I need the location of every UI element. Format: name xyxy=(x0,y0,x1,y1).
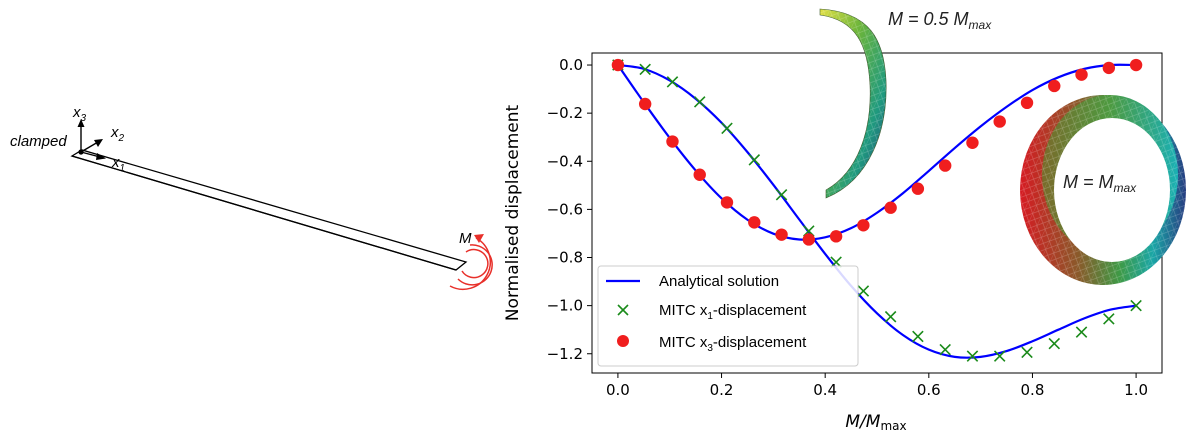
x1-marker xyxy=(721,122,733,135)
x3-marker xyxy=(1129,58,1143,72)
x1-marker xyxy=(884,310,897,323)
x1-marker xyxy=(1075,326,1088,338)
y-tick-label: −1.0 xyxy=(547,297,583,315)
x3-marker xyxy=(802,233,816,246)
x1-marker xyxy=(1103,313,1115,325)
x1-marker xyxy=(666,76,679,88)
y-tick-label: −1.2 xyxy=(547,345,583,363)
x1-marker xyxy=(639,63,651,76)
x1-marker xyxy=(1021,346,1033,359)
x3-marker xyxy=(829,230,843,243)
x3-arrowhead xyxy=(77,119,85,127)
x-tick-label: 0.6 xyxy=(917,381,941,399)
x3-marker xyxy=(1075,68,1088,81)
displacement-chart: 0.0 0.2 0.4 0.6 0.8 1.0 0.0 −0.2 −0.4 −0.6 −0.8 −1.… xyxy=(503,8,1186,433)
inset-half-moment: M = 0.5 Mmax xyxy=(819,8,992,199)
inset-full-moment: M = Mmax xyxy=(1020,95,1186,285)
legend-x1: MITC x1-displacement xyxy=(659,302,807,322)
y-tick-label: −0.8 xyxy=(547,249,583,267)
x1-marker xyxy=(939,343,951,356)
x3-marker xyxy=(1020,96,1034,110)
x2-axis-arrow xyxy=(80,141,99,153)
x1-marker xyxy=(748,154,761,166)
x3-marker xyxy=(693,168,706,181)
x3-marker xyxy=(666,135,679,148)
x3-marker xyxy=(611,58,625,72)
x-tick-label: 0.2 xyxy=(710,381,734,399)
beam xyxy=(70,149,468,271)
x3-marker xyxy=(993,115,1006,128)
full-moment-label: M = Mmax xyxy=(1063,172,1137,195)
full-ring-opening xyxy=(1054,118,1170,262)
half-moment-label: M = 0.5 Mmax xyxy=(888,9,992,32)
x1-marker xyxy=(857,285,870,297)
y-axis-label: Normalised displacement xyxy=(503,105,523,322)
x3-marker xyxy=(857,219,870,232)
moment-arrowhead xyxy=(474,234,484,243)
legend-box xyxy=(597,265,859,367)
y-tick-label: 0.0 xyxy=(559,56,583,74)
x2-label: x2 xyxy=(110,124,125,144)
x1-marker xyxy=(1130,299,1142,312)
legend-dot-marker xyxy=(617,335,629,347)
beam-diagram: x3 x2 x1 clamped M xyxy=(10,104,493,291)
x3-marker xyxy=(638,97,652,111)
x1-marker xyxy=(1048,337,1061,350)
x-tick-label: 1.0 xyxy=(1124,381,1148,399)
x3-marker xyxy=(1102,61,1116,75)
x3-marker xyxy=(938,159,952,172)
x3-marker xyxy=(884,201,897,214)
x3-marker xyxy=(1048,79,1061,93)
moment-label: M xyxy=(459,230,472,247)
x3-marker xyxy=(966,136,979,149)
x3-marker xyxy=(748,216,761,229)
x1-arrowhead xyxy=(96,153,106,160)
x1-marker xyxy=(775,188,788,201)
x1-label: x1 xyxy=(111,154,125,174)
x2-arrowhead xyxy=(94,139,103,147)
legend: Analytical solution MITC x1-displacement… xyxy=(597,265,859,367)
x-tick-label: 0.0 xyxy=(606,381,630,399)
x-axis-label: M/Mmax xyxy=(845,412,906,433)
legend-x3: MITC x3-displacement xyxy=(659,334,807,354)
y-tick-label: −0.4 xyxy=(547,152,583,170)
clamped-label: clamped xyxy=(10,133,67,150)
moment-symbol xyxy=(449,237,493,291)
y-tick-label: −0.6 xyxy=(547,200,583,218)
x-tick-label: 0.4 xyxy=(813,381,837,399)
legend-analytical: Analytical solution xyxy=(659,273,779,290)
axis-ticks: 0.0 0.2 0.4 0.6 0.8 1.0 0.0 −0.2 −0.4 −0.6 −0.8 −1.… xyxy=(547,56,1148,399)
x3-marker xyxy=(720,196,734,209)
x1-marker xyxy=(993,350,1006,362)
x3-marker xyxy=(775,228,788,241)
legend-x-marker xyxy=(617,304,629,316)
x3-marker xyxy=(911,182,925,195)
x-tick-label: 0.8 xyxy=(1021,381,1045,399)
x3-label: x3 xyxy=(72,104,87,124)
beam-edge xyxy=(71,155,457,271)
x1-marker xyxy=(693,96,706,108)
x1-marker xyxy=(966,350,979,362)
x1-marker xyxy=(912,330,924,343)
y-tick-label: −0.2 xyxy=(547,104,583,122)
series-layer xyxy=(611,58,1143,362)
